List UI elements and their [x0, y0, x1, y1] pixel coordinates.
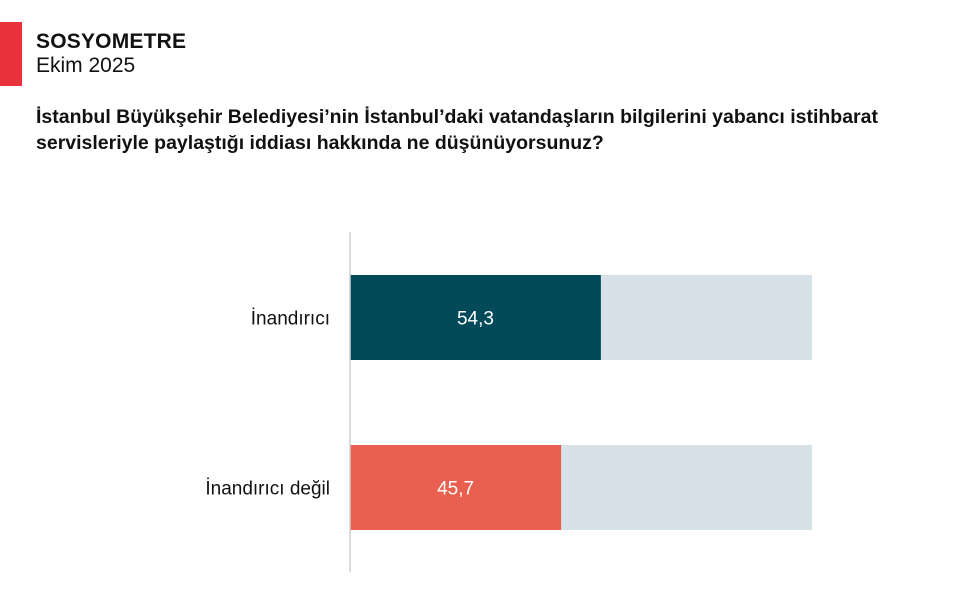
category-label-1: İnandırıcı — [251, 309, 330, 330]
value-label-2: 45,7 — [437, 479, 474, 500]
value-label-1: 54,3 — [457, 309, 494, 330]
bar-1 — [350, 275, 601, 360]
brand-accent-bar — [0, 22, 22, 86]
bar-2 — [350, 445, 562, 530]
brand-name: SOSYOMETRE — [36, 30, 187, 53]
survey-question: İstanbul Büyükşehir Belediyesi’nin İstan… — [36, 106, 878, 154]
survey-date: Ekim 2025 — [36, 54, 136, 77]
category-label-2: İnandırıcı değil — [205, 479, 330, 500]
